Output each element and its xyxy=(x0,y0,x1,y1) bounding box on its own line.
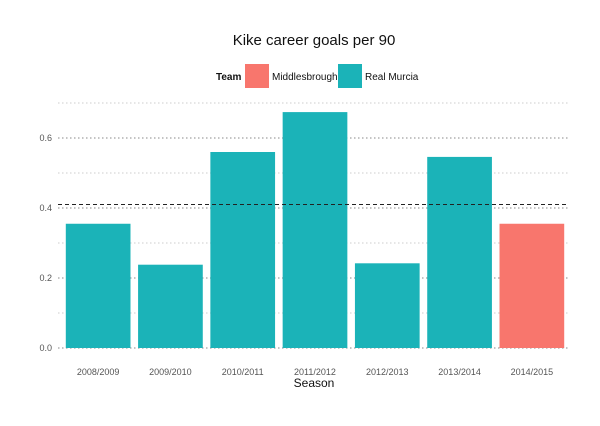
legend-swatch-real-murcia xyxy=(338,64,362,88)
y-tick-label: 0.6 xyxy=(39,133,52,143)
bar-2014-2015 xyxy=(499,223,565,348)
bar-2012-2013 xyxy=(354,263,420,348)
legend-label-middlesbrough: Middlesbrough xyxy=(272,72,338,83)
bars xyxy=(65,112,565,348)
y-tick-label: 0.4 xyxy=(39,203,52,213)
x-tick-label: 2008/2009 xyxy=(77,367,120,377)
legend-swatch-middlesbrough xyxy=(245,64,269,88)
bar-2013-2014 xyxy=(427,156,492,348)
bar-2010-2011 xyxy=(210,152,276,348)
x-axis-title: Season xyxy=(294,376,335,390)
x-tick-label: 2011/2012 xyxy=(294,367,336,377)
bar-2008-2009 xyxy=(65,223,131,348)
bar-2011-2012 xyxy=(282,112,348,348)
legend-title: Team xyxy=(216,72,241,83)
bar-2009-2010 xyxy=(138,264,203,348)
x-tick-label: 2009/2010 xyxy=(149,367,192,377)
chart-title: Kike career goals per 90 xyxy=(233,32,396,49)
x-tick-label: 2010/2011 xyxy=(222,367,264,377)
x-axis-ticks: 2008/2009 2009/2010 2010/2011 2011/2012 2012… xyxy=(77,367,553,377)
x-tick-label: 2012/2013 xyxy=(366,367,409,377)
legend: Team Middlesbrough Real Murcia xyxy=(216,64,419,88)
x-tick-label: 2013/2014 xyxy=(438,367,481,377)
y-tick-label: 0.0 xyxy=(39,343,52,353)
legend-label-real-murcia: Real Murcia xyxy=(365,72,419,83)
y-axis-ticks: 0.0 0.2 0.4 0.6 xyxy=(39,133,52,353)
y-tick-label: 0.2 xyxy=(39,273,52,283)
x-tick-label: 2014/2015 xyxy=(511,367,554,377)
